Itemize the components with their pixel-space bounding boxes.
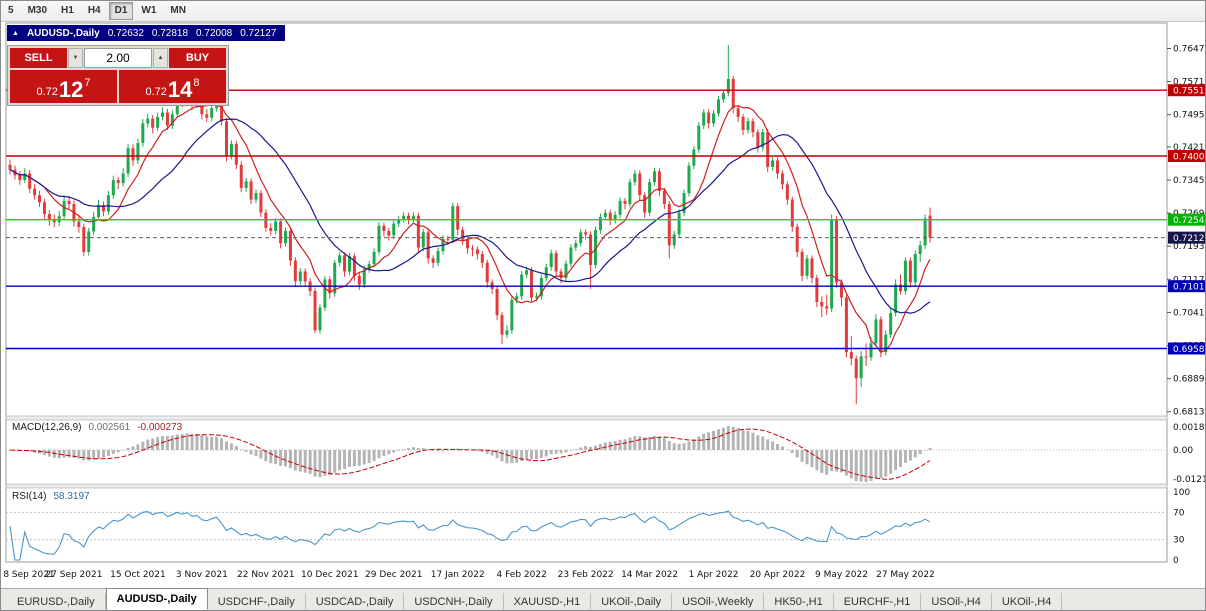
price-axis: 0.764700.757100.749500.742100.734500.726…: [1167, 45, 1206, 566]
svg-text:17 Jan 2022: 17 Jan 2022: [431, 570, 485, 580]
svg-text:29 Dec 2021: 29 Dec 2021: [365, 570, 423, 580]
rsi-indicator-label: RSI(14) 58.3197: [12, 491, 90, 502]
tab-usoil-h4[interactable]: USOil-,H4: [921, 593, 992, 610]
bid-price-prefix: 0.72: [36, 86, 58, 98]
ohlc-high: 0.72818: [151, 27, 189, 39]
chart-tabs-bar: EURUSD-,Daily AUDUSD-,Daily USDCHF-,Daily U…: [1, 588, 1205, 610]
volume-input[interactable]: 2.00: [84, 48, 152, 68]
svg-text:0.69582: 0.69582: [1173, 345, 1206, 355]
bid-price-pips: 12: [58, 77, 84, 102]
tab-eurchf-h1[interactable]: EURCHF-,H1: [834, 593, 922, 610]
svg-text:15 Oct 2021: 15 Oct 2021: [110, 570, 166, 580]
timeframe-button-w1[interactable]: W1: [141, 5, 157, 16]
svg-text:10 Dec 2021: 10 Dec 2021: [301, 570, 359, 580]
svg-text:8 Sep 2021: 8 Sep 2021: [3, 570, 54, 580]
rsi-layer: [6, 510, 1167, 561]
tab-hk50-h1[interactable]: HK50-,H1: [764, 593, 834, 610]
tab-audusd-daily[interactable]: AUDUSD-,Daily: [105, 588, 208, 610]
svg-text:9 May 2022: 9 May 2022: [815, 570, 868, 580]
timeframe-button-mn[interactable]: MN: [170, 5, 186, 16]
svg-text:22 Nov 2021: 22 Nov 2021: [237, 570, 295, 580]
ohlc-open: 0.72632: [107, 27, 144, 39]
svg-text:100: 100: [1173, 488, 1190, 498]
svg-text:0.00189: 0.00189: [1173, 423, 1206, 433]
svg-text:30: 30: [1173, 536, 1185, 546]
macd-signal-value: -0.000273: [137, 422, 183, 433]
svg-text:27 Sep 2021: 27 Sep 2021: [45, 570, 102, 580]
tab-eurusd-daily[interactable]: EURUSD-,Daily: [7, 593, 106, 610]
svg-text:1 Apr 2022: 1 Apr 2022: [689, 570, 739, 580]
svg-text:-0.01218: -0.01218: [1173, 475, 1206, 485]
ma-fast-line: [9, 104, 931, 353]
volume-decrease-button[interactable]: ▼: [68, 48, 83, 68]
rsi-value: 58.3197: [53, 491, 90, 502]
macd-indicator-label: MACD(12,26,9) 0.002561 -0.000273: [12, 422, 182, 433]
tab-ukoil-h4[interactable]: UKOil-,H4: [992, 593, 1063, 610]
rsi-title: RSI(14): [12, 491, 47, 502]
timeframe-button-5[interactable]: 5: [8, 5, 14, 16]
svg-text:0.75512: 0.75512: [1173, 87, 1206, 97]
tab-usoil-weekly[interactable]: USOil-,Weekly: [672, 593, 765, 610]
ask-price-point: 8: [193, 77, 200, 89]
svg-text:14 Mar 2022: 14 Mar 2022: [621, 570, 678, 580]
svg-text:0.00: 0.00: [1173, 446, 1193, 456]
chart-symbol-label: AUDUSD-,Daily: [26, 27, 100, 39]
sell-button[interactable]: SELL: [10, 48, 67, 68]
bid-price-display[interactable]: 0.72 12 7: [10, 70, 117, 103]
svg-text:0.72127: 0.72127: [1173, 234, 1206, 244]
svg-text:0: 0: [1173, 556, 1179, 566]
timeframe-button-h1[interactable]: H1: [61, 5, 74, 16]
svg-text:0.71013: 0.71013: [1173, 283, 1206, 293]
tab-usdchf-daily[interactable]: USDCHF-,Daily: [208, 593, 306, 610]
ma-slow-line: [9, 118, 931, 314]
collapse-icon[interactable]: ▲: [12, 29, 19, 37]
chevron-down-icon: ▼: [72, 55, 79, 61]
ask-price-pips: 14: [167, 77, 193, 102]
macd-main-value: 0.002561: [88, 422, 131, 433]
macd-title: MACD(12,26,9): [12, 422, 82, 433]
volume-increase-button[interactable]: ▲: [153, 48, 168, 68]
macd-layer: [6, 426, 1167, 482]
tab-usdcad-daily[interactable]: USDCAD-,Daily: [306, 593, 405, 610]
svg-text:20 Apr 2022: 20 Apr 2022: [750, 570, 806, 580]
chart-frame: [5, 22, 1168, 563]
timeframe-button-h4[interactable]: H4: [87, 5, 101, 16]
svg-text:0.74002: 0.74002: [1173, 152, 1206, 162]
bid-price-point: 7: [84, 77, 91, 89]
svg-text:27 May 2022: 27 May 2022: [876, 570, 935, 580]
timeframe-button-m30[interactable]: M30: [27, 5, 48, 16]
svg-text:70: 70: [1173, 508, 1185, 518]
chevron-up-icon: ▲: [157, 55, 164, 61]
chart-title-bar[interactable]: ▲ AUDUSD-,Daily 0.72632 0.72818 0.72008 …: [7, 25, 286, 41]
tab-xauusd-h1[interactable]: XAUUSD-,H1: [504, 593, 592, 610]
one-click-trading-panel: SELL ▼ 2.00 ▲ BUY 0.72 12 7 0.72 14 8: [7, 45, 229, 106]
tab-ukoil-daily[interactable]: UKOil-,Daily: [591, 593, 673, 610]
svg-text:3 Nov 2021: 3 Nov 2021: [176, 570, 228, 580]
ohlc-low: 0.72008: [196, 27, 233, 39]
svg-text:4 Feb 2022: 4 Feb 2022: [497, 570, 547, 580]
ask-price-display[interactable]: 0.72 14 8: [119, 70, 226, 103]
timeframe-toolbar: 5 M30 H1 H4 D1 W1 MN: [1, 1, 1205, 22]
timeframe-button-d1[interactable]: D1: [108, 2, 134, 20]
ohlc-close: 0.72127: [240, 27, 277, 39]
svg-text:23 Feb 2022: 23 Feb 2022: [558, 570, 614, 580]
buy-button[interactable]: BUY: [169, 48, 226, 68]
ask-price-prefix: 0.72: [145, 86, 167, 98]
tab-usdcnh-daily[interactable]: USDCNH-,Daily: [404, 593, 504, 610]
